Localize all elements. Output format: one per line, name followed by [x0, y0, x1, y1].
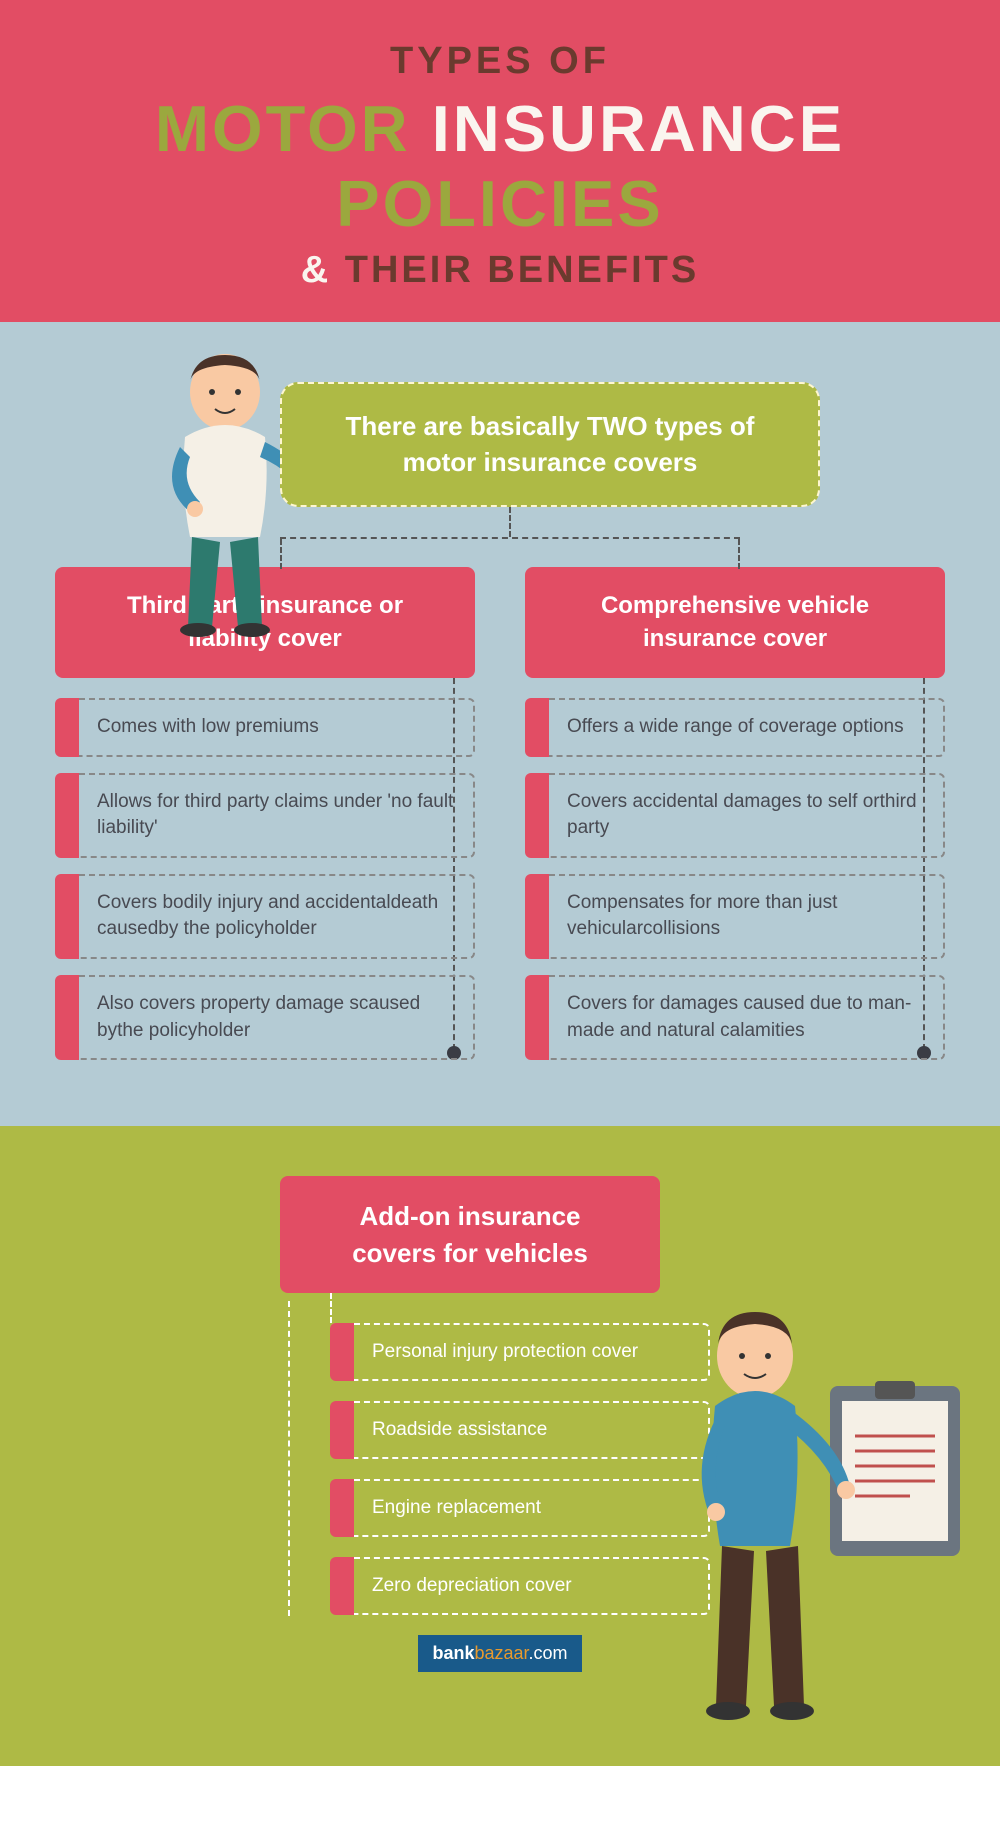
- connector: [509, 507, 511, 537]
- title-policies: POLICIES: [336, 167, 663, 240]
- addon-list: Personal injury protection cover Roadsid…: [330, 1323, 710, 1615]
- addon-item: Roadside assistance: [330, 1401, 710, 1459]
- feature-item: Covers accidental damages to self orthir…: [525, 773, 945, 858]
- feature-item: Covers for damages caused due to man-mad…: [525, 975, 945, 1060]
- footer-logo: bankbazaar.com: [418, 1635, 581, 1672]
- connector: [330, 1293, 332, 1323]
- person-clipboard-icon: [680, 1306, 960, 1726]
- feature-item: Allows for third party claims under 'no …: [55, 773, 475, 858]
- feature-text: Covers for damages caused due to man-mad…: [549, 975, 945, 1060]
- addon-text: Engine replacement: [354, 1479, 710, 1537]
- intro-box: There are basically TWO types of motor i…: [280, 382, 820, 507]
- addon-header: Add-on insurance covers for vehicles: [280, 1176, 660, 1293]
- connector: [280, 539, 740, 569]
- title-line2: MOTOR INSURANCE POLICIES: [30, 91, 970, 241]
- col-comprehensive: Comprehensive vehicle insurance cover Of…: [525, 567, 945, 1076]
- col-third-party: Third party insurance or liability cover…: [55, 567, 475, 1076]
- title-line3: & THEIR BENEFITS: [30, 249, 970, 292]
- feature-text: Offers a wide range of coverage options: [549, 698, 945, 757]
- footer-a: bank: [432, 1643, 474, 1663]
- addon-item: Engine replacement: [330, 1479, 710, 1537]
- header: TYPES OF MOTOR INSURANCE POLICIES & THEI…: [0, 0, 1000, 322]
- addon-item: Zero depreciation cover: [330, 1557, 710, 1615]
- footer-c: .com: [529, 1643, 568, 1663]
- addon-text: Personal injury protection cover: [354, 1323, 710, 1381]
- columns: Third party insurance or liability cover…: [40, 567, 960, 1076]
- title-benefits: THEIR BENEFITS: [345, 249, 699, 291]
- title-amp: &: [301, 249, 331, 291]
- section-types: There are basically TWO types of motor i…: [0, 322, 1000, 1126]
- feature-text: Allows for third party claims under 'no …: [79, 773, 475, 858]
- feature-text: Comes with low premiums: [79, 698, 475, 757]
- title-line1: TYPES OF: [30, 40, 970, 83]
- feature-text: Covers bodily injury and accidentaldeath…: [79, 874, 475, 959]
- feature-text: Also covers property damage scaused byth…: [79, 975, 475, 1060]
- section-addons: Add-on insurance covers for vehicles Per…: [0, 1126, 1000, 1766]
- feature-item: Offers a wide range of coverage options: [525, 698, 945, 757]
- col-header: Comprehensive vehicle insurance cover: [525, 567, 945, 678]
- feature-text: Compensates for more than just vehicular…: [549, 874, 945, 959]
- feature-list: Comes with low premiums Allows for third…: [55, 698, 475, 1060]
- feature-item: Compensates for more than just vehicular…: [525, 874, 945, 959]
- title-motor: MOTOR: [155, 92, 411, 165]
- connector: [288, 1301, 290, 1616]
- feature-item: Comes with low premiums: [55, 698, 475, 757]
- title-insurance: INSURANCE: [432, 92, 845, 165]
- addon-text: Roadside assistance: [354, 1401, 710, 1459]
- addon-text: Zero depreciation cover: [354, 1557, 710, 1615]
- footer-b: bazaar: [474, 1643, 528, 1663]
- feature-item: Also covers property damage scaused byth…: [55, 975, 475, 1060]
- addon-item: Personal injury protection cover: [330, 1323, 710, 1381]
- feature-item: Covers bodily injury and accidentaldeath…: [55, 874, 475, 959]
- feature-text: Covers accidental damages to self orthir…: [549, 773, 945, 858]
- feature-list: Offers a wide range of coverage options …: [525, 698, 945, 1060]
